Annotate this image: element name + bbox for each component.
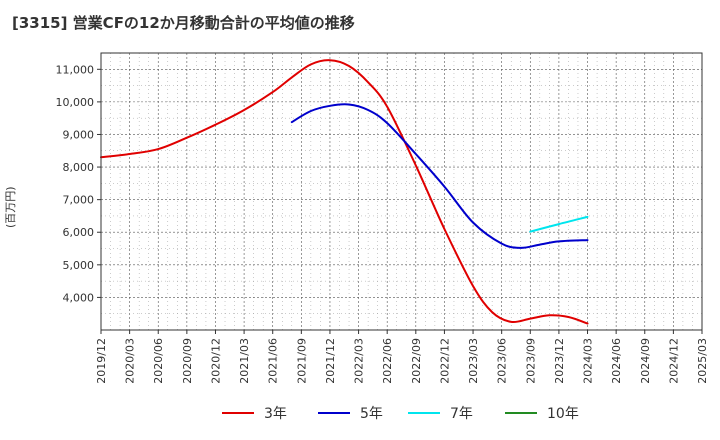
y-tick-label: 11,000 bbox=[56, 63, 95, 76]
x-tick-label: 2021/06 bbox=[267, 338, 280, 384]
x-tick-label: 2019/12 bbox=[95, 338, 108, 384]
y-tick-label: 10,000 bbox=[56, 96, 95, 109]
x-tick-label: 2020/12 bbox=[209, 338, 222, 384]
x-tick-label: 2023/09 bbox=[524, 338, 537, 384]
x-tick-label: 2023/03 bbox=[467, 338, 480, 384]
y-tick-label: 5,000 bbox=[63, 259, 95, 272]
x-tick-label: 2024/09 bbox=[639, 338, 652, 384]
series-line-7年 bbox=[529, 215, 589, 233]
x-tick-label: 2024/03 bbox=[582, 338, 595, 384]
legend-label: 5年 bbox=[360, 406, 383, 422]
series-line-5年 bbox=[290, 103, 589, 249]
x-tick-label: 2021/09 bbox=[295, 338, 308, 384]
y-tick-label: 9,000 bbox=[63, 128, 95, 141]
x-tick-label: 2021/12 bbox=[324, 338, 337, 384]
x-tick-label: 2021/03 bbox=[238, 338, 251, 384]
x-tick-label: 2023/06 bbox=[496, 338, 509, 384]
chart-title: [3315] 営業CFの12か月移動合計の平均値の推移 bbox=[12, 14, 355, 32]
y-axis-ticks: 4,000 5,000 6,000 7,000 8,000 9,000 10,000 11,0… bbox=[56, 63, 101, 304]
legend: 3年 5年 7年 10年 bbox=[222, 406, 579, 422]
plot-area-frame bbox=[100, 52, 703, 331]
y-tick-label: 7,000 bbox=[63, 194, 95, 207]
grid-lines bbox=[100, 52, 703, 330]
legend-label: 3年 bbox=[264, 406, 287, 422]
x-tick-label: 2022/03 bbox=[353, 338, 366, 384]
x-axis-ticks: 2019/12 2020/03 2020/06 2020/09 2020/12 2021/… bbox=[95, 330, 709, 384]
x-tick-label: 2023/12 bbox=[553, 338, 566, 384]
x-tick-label: 2024/12 bbox=[667, 338, 680, 384]
x-tick-label: 2024/06 bbox=[610, 338, 623, 384]
x-tick-label: 2022/06 bbox=[381, 338, 394, 384]
x-tick-label: 2022/12 bbox=[438, 338, 451, 384]
y-tick-label: 6,000 bbox=[63, 226, 95, 239]
x-tick-label: 2020/06 bbox=[152, 338, 165, 384]
y-tick-label: 4,000 bbox=[63, 291, 95, 304]
x-tick-label: 2020/03 bbox=[124, 338, 137, 384]
series-line-3年 bbox=[100, 59, 589, 325]
legend-label: 7年 bbox=[450, 406, 473, 422]
series-lines bbox=[100, 59, 589, 325]
legend-label: 10年 bbox=[547, 406, 579, 422]
y-tick-label: 8,000 bbox=[63, 161, 95, 174]
x-tick-label: 2020/09 bbox=[181, 338, 194, 384]
x-tick-label: 2025/03 bbox=[696, 338, 709, 384]
x-tick-label: 2022/09 bbox=[410, 338, 423, 384]
